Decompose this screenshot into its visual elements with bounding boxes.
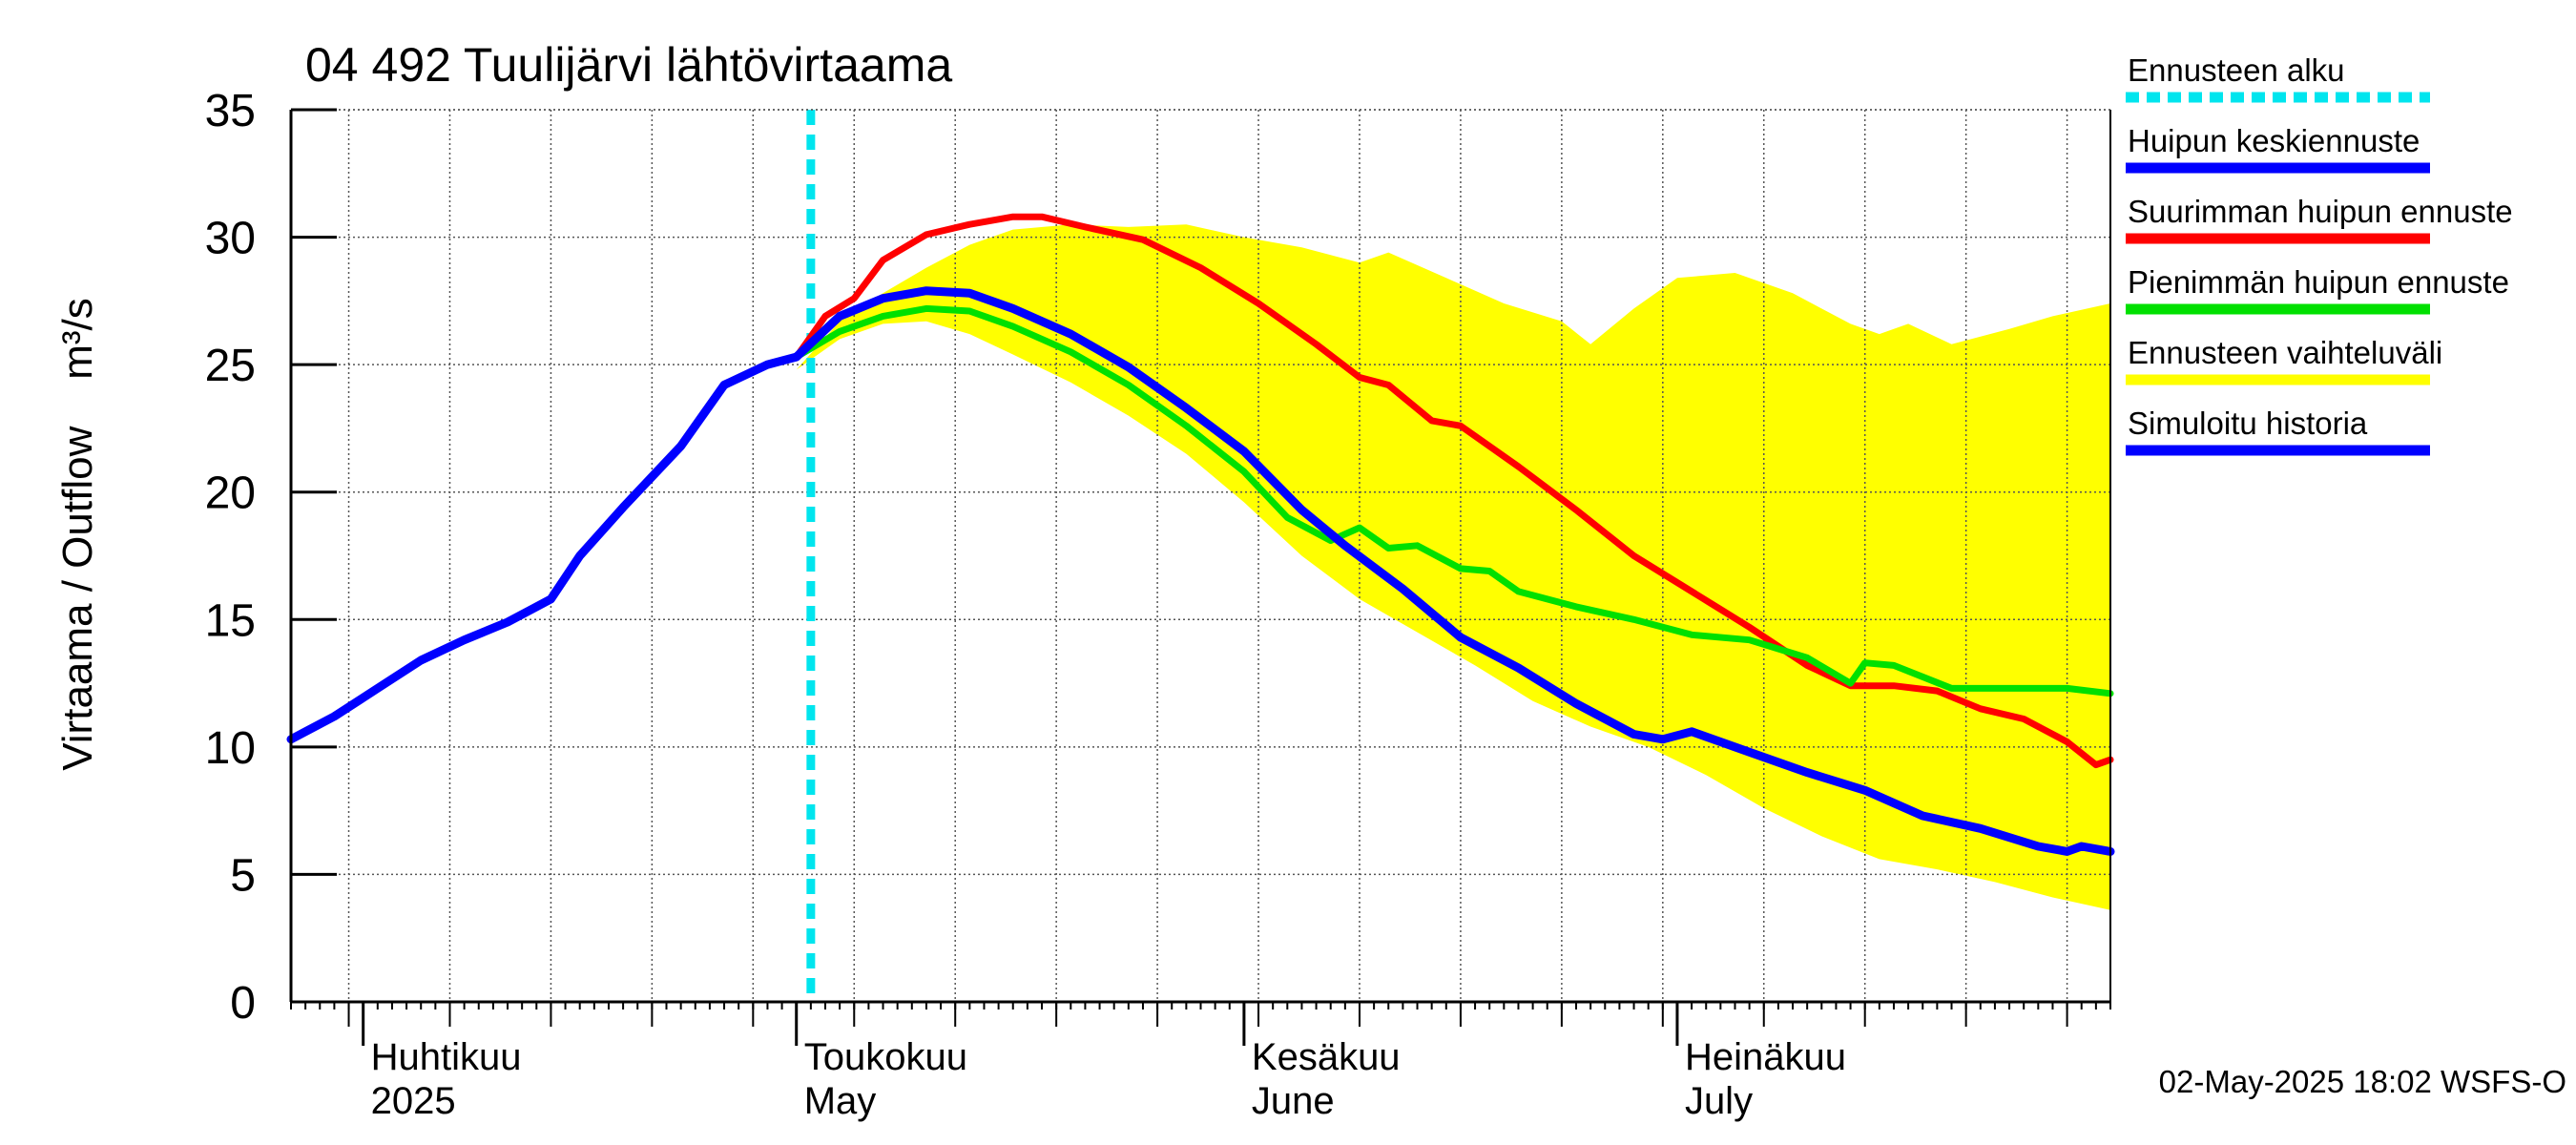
y-tick-label: 10	[205, 723, 256, 774]
series-suurimman-huipun-ennuste	[793, 213, 2114, 769]
legend-label: Simuloitu historia	[2128, 406, 2368, 441]
x-month-label-secondary: July	[1685, 1080, 1753, 1122]
x-month-label: Kesäkuu	[1252, 1036, 1401, 1078]
legend-label: Suurimman huipun ennuste	[2128, 194, 2513, 229]
y-tick-label: 25	[205, 341, 256, 391]
chart-title: 04 492 Tuulijärvi lähtövirtaama	[305, 38, 952, 92]
y-tick-label: 35	[205, 86, 256, 136]
series-pienimm-n-huipun-ennuste	[793, 304, 2114, 697]
y-tick-label: 20	[205, 468, 256, 519]
legend: Ennusteen alku Huipun keskiennuste Suurimm…	[2126, 52, 2513, 456]
x-month-label-secondary: 2025	[371, 1080, 456, 1122]
x-month-label: Huhtikuu	[371, 1036, 522, 1078]
legend-label: Ennusteen alku	[2128, 52, 2345, 88]
y-tick-label: 0	[230, 978, 256, 1029]
legend-label: Ennusteen vaihteluväli	[2128, 335, 2442, 370]
x-month-label-secondary: June	[1252, 1080, 1335, 1122]
legend-label: Huipun keskiennuste	[2128, 123, 2420, 158]
legend-label: Pienimmän huipun ennuste	[2128, 264, 2509, 300]
y-tick-label: 5	[230, 850, 256, 901]
y-tick-label: 15	[205, 595, 256, 646]
plot-area: 05101520253035Huhtikuu2025ToukokuuMayKes…	[205, 86, 2115, 1122]
series-simuloitu-historia	[286, 352, 801, 744]
y-axis-label: Virtaama / Outflow m³/s	[54, 298, 101, 771]
x-month-label-secondary: May	[804, 1080, 877, 1122]
timestamp-footer: 02-May-2025 18:02 WSFS-O	[2159, 1064, 2566, 1099]
series-huipun-keskiennuste	[792, 286, 2115, 856]
y-tick-label: 30	[205, 214, 256, 264]
x-month-label: Heinäkuu	[1685, 1036, 1846, 1078]
x-month-label: Toukokuu	[804, 1036, 967, 1078]
